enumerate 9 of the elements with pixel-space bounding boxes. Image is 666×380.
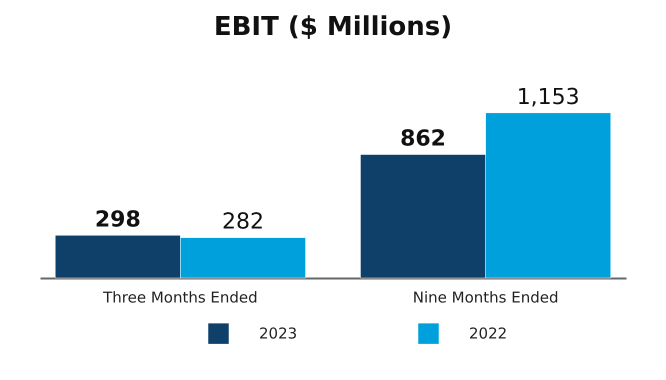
chart-title: EBIT ($ Millions)	[214, 12, 452, 42]
x-tick-label: Three Months Ended	[102, 288, 258, 306]
x-tick-label: Nine Months Ended	[412, 288, 558, 306]
legend-label: 2023	[259, 324, 298, 343]
data-label: 862	[400, 126, 446, 152]
legend-label: 2022	[469, 324, 508, 343]
data-label: 298	[94, 207, 141, 232]
data-label: 282	[222, 210, 264, 235]
data-label: 1,153	[516, 84, 580, 110]
